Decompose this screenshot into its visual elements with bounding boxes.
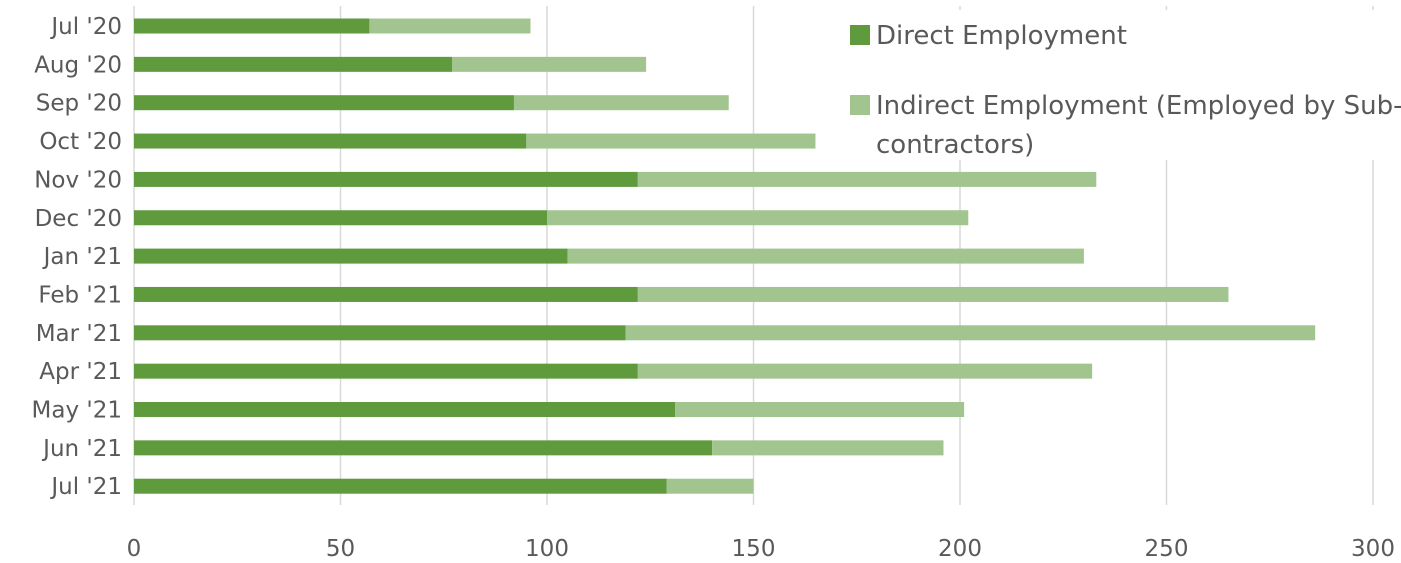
y-category-label: Jan '21 [42,244,122,270]
bar-indirect-employment [675,402,965,417]
y-tick-labels: Jul '20 Aug '20 Sep '20 Oct '20 Nov '20 Dec '… [32,14,122,500]
bar-indirect-employment [567,248,1084,264]
bar-indirect-employment [513,95,729,111]
legend-label-indirect-line2: contractors) [876,130,1034,160]
bar-direct-employment [134,95,514,111]
y-category-label: Nov '20 [34,167,122,193]
y-category-label: Jun '21 [41,436,122,462]
bar-direct-employment [134,133,527,149]
x-tick-label: 0 [127,536,142,562]
y-category-label: Sep '20 [36,91,122,117]
legend-swatch-direct [850,25,870,45]
bar-indirect-employment [369,18,531,34]
bar-direct-employment [134,171,638,187]
bar-direct-employment [134,402,676,417]
bar-indirect-employment [625,325,1316,341]
bar-indirect-employment [637,171,1097,187]
bar-direct-employment [134,478,667,494]
y-category-label: Dec '20 [35,206,122,232]
bar-layer [134,18,1316,494]
x-tick-labels: 0 50 100 150 200 250 300 [127,536,1395,562]
bar-indirect-employment [666,478,754,494]
bar-direct-employment [134,440,713,456]
bar-indirect-employment [712,440,944,456]
legend-swatch-indirect [850,95,870,115]
x-tick-label: 150 [732,536,776,562]
bar-direct-employment [134,18,370,34]
bar-direct-employment [134,248,568,264]
bar-direct-employment [134,56,453,72]
y-category-label: Jul '20 [49,14,122,40]
x-tick-label: 250 [1145,536,1189,562]
y-category-label: Jul '21 [49,474,122,500]
bar-indirect-employment [637,286,1229,302]
bar-indirect-employment [637,363,1093,379]
legend-label-direct: Direct Employment [876,21,1127,51]
bar-direct-employment [134,286,638,302]
bar-indirect-employment [547,210,969,226]
y-category-label: Feb '21 [38,282,122,308]
y-category-label: May '21 [32,398,122,424]
legend-background [820,10,1382,160]
y-category-label: Mar '21 [36,321,122,347]
y-category-label: Apr '21 [39,359,122,385]
x-tick-label: 50 [326,536,355,562]
legend: Direct Employment Indirect Employment (E… [820,10,1401,160]
bar-direct-employment [134,325,626,341]
bar-indirect-employment [526,133,816,149]
bar-direct-employment [134,363,638,379]
x-tick-label: 300 [1351,536,1395,562]
legend-label-indirect-line1: Indirect Employment (Employed by Sub- [876,91,1401,121]
x-tick-label: 100 [525,536,569,562]
y-category-label: Aug '20 [34,52,122,78]
bar-direct-employment [134,210,547,226]
x-tick-label: 200 [938,536,982,562]
y-category-label: Oct '20 [39,129,122,155]
bar-indirect-employment [452,56,647,72]
